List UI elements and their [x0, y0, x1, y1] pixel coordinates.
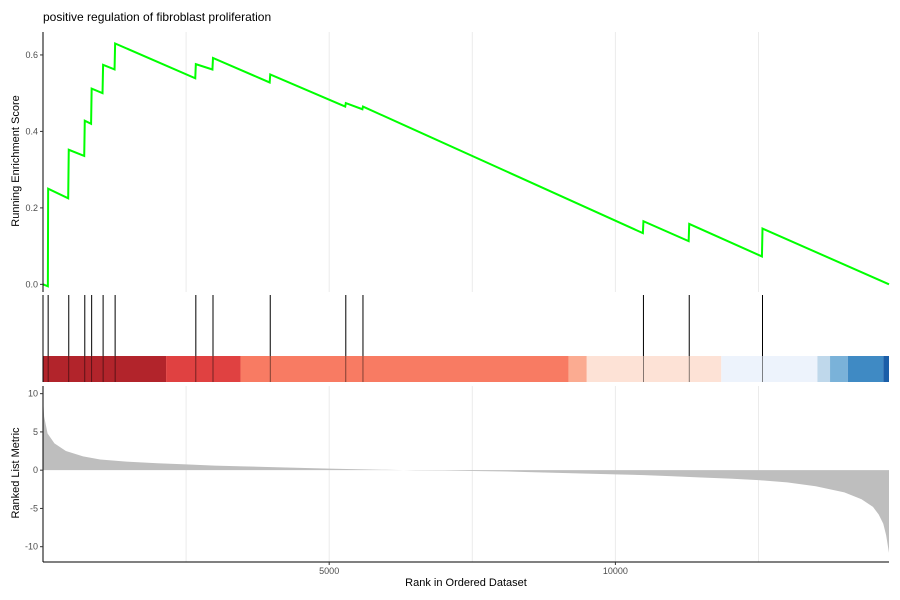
enrichment-score-panel [42, 41, 890, 288]
y-tick-label-bottom: -5 [30, 503, 38, 513]
gene-hit-panel [47, 295, 764, 356]
heat-band-segment [240, 356, 569, 382]
ranking-heat-band [43, 356, 889, 382]
y-axis-title-bottom: Ranked List Metric [10, 427, 22, 519]
heat-band-segment [817, 356, 831, 382]
y-tick-label-top: 0.4 [25, 126, 38, 136]
heat-band-segment [847, 356, 884, 382]
heat-band-segment [721, 356, 818, 382]
gridlines [185, 32, 759, 562]
y-tick-label-bottom: -10 [25, 542, 38, 552]
ranked-metric-area [43, 397, 889, 553]
heat-band-segment [830, 356, 848, 382]
y-tick-label-bottom: 10 [28, 389, 38, 399]
heat-band-segment [883, 356, 889, 382]
heat-band-segment [568, 356, 587, 382]
y-axis-title-top: Running Enrichment Score [10, 95, 22, 226]
y-tick-label-top: 0.2 [25, 203, 38, 213]
heat-band-segment [166, 356, 241, 382]
ranked-metric-panel [43, 397, 889, 553]
y-tick-label-bottom: 0 [33, 465, 38, 475]
y-tick-label-top: 0.0 [25, 279, 38, 289]
heat-band-segment [586, 356, 722, 382]
heat-band-segment [43, 356, 167, 382]
x-tick-label: 10000 [603, 566, 628, 576]
x-tick-label: 5000 [319, 566, 339, 576]
axes: 0.0 0.2 0.4 0.6 10 5 0 -5 -10 5000 10000 [25, 32, 889, 576]
y-tick-label-top: 0.6 [25, 50, 38, 60]
y-tick-label-bottom: 5 [33, 427, 38, 437]
x-axis-title: Rank in Ordered Dataset [405, 577, 527, 589]
chart-title: positive regulation of fibroblast prolif… [43, 10, 271, 24]
enrichment-score-line [42, 41, 890, 288]
